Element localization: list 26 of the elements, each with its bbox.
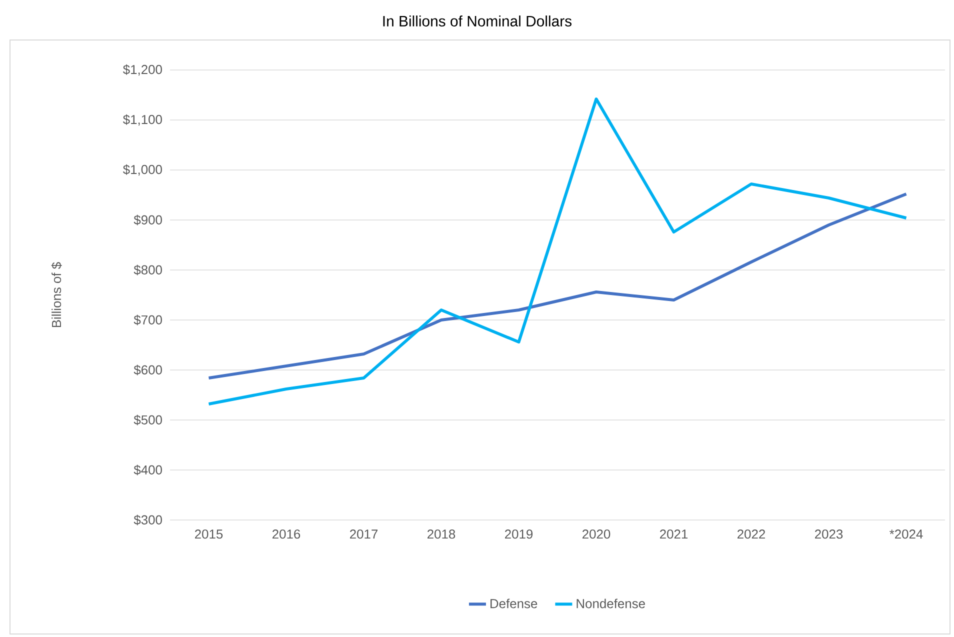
y-tick-label: $800 (134, 264, 162, 276)
x-tick-label: 2016 (272, 530, 300, 539)
line-series (207, 192, 908, 380)
legend-label: Defense (490, 598, 538, 608)
y-tick-label: $300 (134, 514, 162, 526)
line-series (207, 98, 908, 406)
y-tick-label: $600 (134, 364, 162, 376)
legend-label: Nondefense (576, 598, 645, 608)
y-tick-label: $500 (134, 414, 162, 426)
x-tick-label: 2022 (738, 530, 766, 539)
y-tick-label: $1,100 (123, 114, 162, 126)
y-tick-label: $1,000 (123, 164, 162, 176)
x-tick-label: 2018 (428, 530, 456, 539)
y-tick-label: $700 (134, 314, 162, 326)
x-tick-label: 2021 (660, 530, 688, 539)
x-tick-label: 2020 (582, 530, 610, 539)
y-tick-label: $900 (134, 214, 162, 226)
x-tick-label: *2024 (890, 530, 923, 539)
y-tick-label: $400 (134, 464, 162, 476)
y-axis-title: Billions of $ (51, 262, 62, 328)
x-tick-label: 2023 (815, 530, 843, 539)
chart-title: In Billions of Nominal Dollars (383, 16, 572, 26)
y-tick-label: $1,200 (123, 64, 162, 76)
x-tick-label: 2019 (505, 530, 533, 539)
x-tick-label: 2015 (195, 530, 223, 539)
x-tick-label: 2017 (350, 530, 378, 539)
